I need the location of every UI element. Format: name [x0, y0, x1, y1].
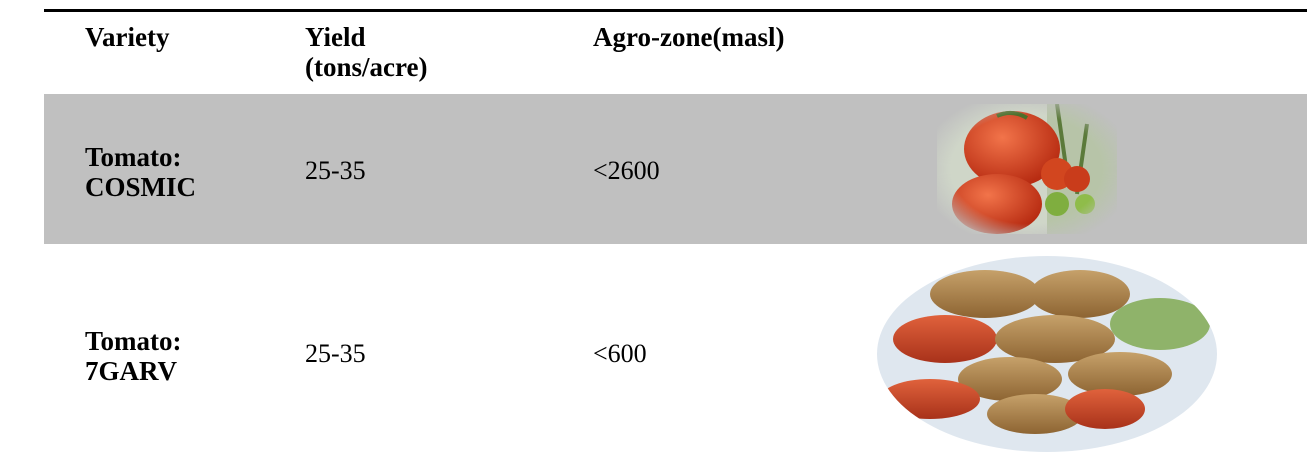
header-variety: Variety: [85, 22, 170, 52]
variety-label-line1: Tomato:: [85, 326, 182, 356]
variety-label-line2: COSMIC: [85, 172, 197, 202]
cell-yield-cosmic: 25-35: [305, 156, 366, 185]
tomato-cluster-photo-icon: [937, 104, 1117, 234]
cell-agrozone-7garv: <600: [593, 339, 647, 368]
cell-variety-7garv: Tomato: 7GARV: [85, 326, 182, 386]
row-divider: [44, 244, 1307, 247]
cell-yield-7garv: 25-35: [305, 339, 366, 368]
variety-label-line2: 7GARV: [85, 356, 178, 386]
table-top-rule: [44, 9, 1307, 12]
header-yield-line2: (tons/acre): [305, 52, 428, 82]
header-yield: Yield (tons/acre): [305, 22, 427, 82]
cell-variety-cosmic: Tomato: COSMIC: [85, 142, 196, 202]
header-yield-line1: Yield: [305, 22, 366, 52]
table-row-cosmic: [44, 94, 1307, 244]
cell-agrozone-cosmic: <2600: [593, 156, 660, 185]
variety-label-line1: Tomato:: [85, 142, 182, 172]
header-agrozone: Agro-zone(masl): [593, 22, 785, 52]
plum-tomatoes-photo-icon: [877, 256, 1217, 452]
